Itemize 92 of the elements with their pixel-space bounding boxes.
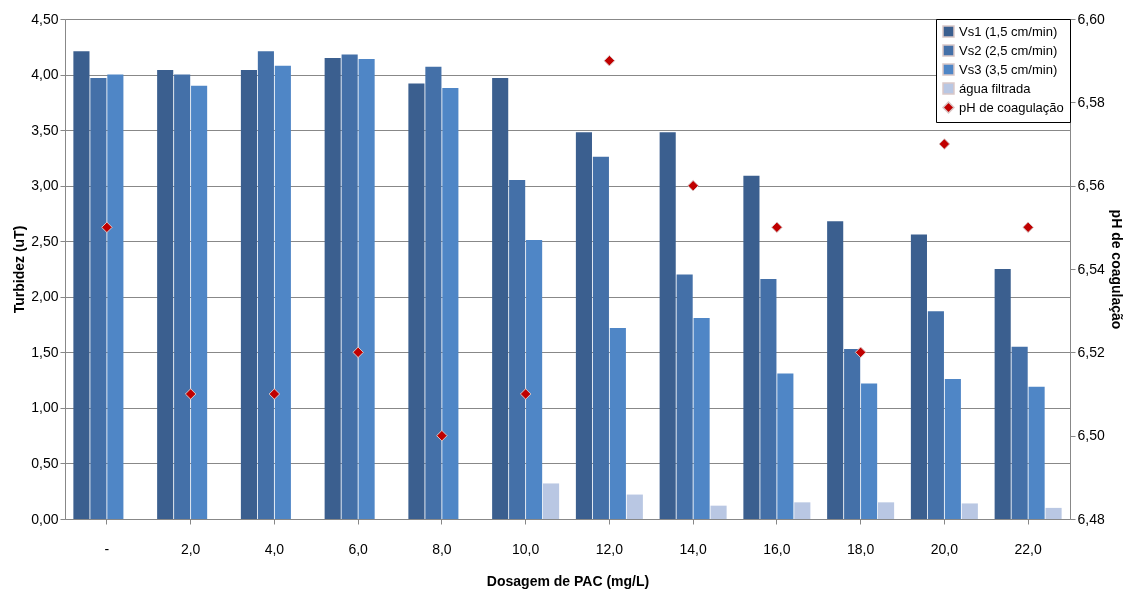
y-tick-label: 2,00 xyxy=(31,288,59,305)
bar xyxy=(592,156,609,519)
y-tick-label: 0,50 xyxy=(31,454,59,471)
bar xyxy=(693,317,710,519)
y2-tick-label: 6,50 xyxy=(1077,427,1105,444)
bar xyxy=(73,51,90,519)
point xyxy=(687,179,699,192)
bar xyxy=(927,311,944,519)
x-tick-label: 18,0 xyxy=(847,540,875,557)
bar xyxy=(961,503,978,519)
point xyxy=(352,346,364,359)
y2-tick-label: 6,58 xyxy=(1077,93,1105,110)
bar xyxy=(324,57,341,519)
point xyxy=(436,429,448,442)
bar xyxy=(107,74,124,519)
point xyxy=(771,221,783,234)
y-tick-label: 0,00 xyxy=(31,510,59,527)
x-tick-label: 8,0 xyxy=(432,540,452,557)
y2-tick-label: 6,48 xyxy=(1077,510,1105,527)
y-tick-label: 4,50 xyxy=(31,10,59,27)
x-tick-label: - xyxy=(104,540,110,557)
y2-tick-label: 6,54 xyxy=(1077,260,1105,277)
bar xyxy=(408,83,425,519)
point xyxy=(184,388,197,400)
legend-label: Vs2 (2,5 cm/min) xyxy=(959,42,1058,58)
y-tick-label: 1,50 xyxy=(31,343,59,360)
bar xyxy=(492,77,509,519)
bar xyxy=(509,180,526,519)
bar xyxy=(157,70,174,519)
legend-label: Vs3 (3,5 cm/min) xyxy=(959,61,1058,77)
bar xyxy=(442,87,459,519)
x-tick-label: 4,0 xyxy=(264,540,285,557)
y-tick-label: 1,00 xyxy=(31,399,59,416)
bar xyxy=(609,327,626,519)
bar xyxy=(659,132,676,519)
point xyxy=(519,388,532,400)
x-tick-label: 12,0 xyxy=(595,540,624,557)
bar xyxy=(844,349,861,519)
y2-tick-label: 6,52 xyxy=(1077,343,1105,360)
x-tick-label: 2,0 xyxy=(180,540,201,557)
point xyxy=(603,54,616,67)
legend-label: pH de coagulação xyxy=(959,99,1064,115)
legend-label: Vs1 (1,5 cm/min) xyxy=(959,23,1058,39)
bar xyxy=(358,59,375,519)
x-tick-label: 14,0 xyxy=(679,540,707,557)
y2-axis-title: pH de coagulação xyxy=(1108,209,1125,330)
y-axis-title: Turbidez (uT) xyxy=(11,225,28,314)
y-tick-label: 3,00 xyxy=(31,177,59,194)
bar xyxy=(861,383,878,519)
bar xyxy=(1028,386,1045,519)
bar xyxy=(575,132,592,519)
y-tick-label: 3,50 xyxy=(31,121,59,138)
x-tick-label: 16,0 xyxy=(763,540,791,557)
bar xyxy=(341,54,358,519)
y-tick-label: 4,00 xyxy=(31,66,59,83)
bar xyxy=(526,240,543,519)
bar xyxy=(425,66,442,519)
bar xyxy=(257,51,274,519)
bar xyxy=(626,494,643,519)
y2-tick-label: 6,60 xyxy=(1077,10,1105,27)
bar xyxy=(676,274,693,519)
bar xyxy=(760,279,777,519)
bar xyxy=(90,77,107,519)
bar xyxy=(543,483,560,519)
bar xyxy=(1045,507,1062,519)
y2-tick-label: 6,56 xyxy=(1077,177,1105,194)
bar xyxy=(910,234,927,519)
x-tick-label: 20,0 xyxy=(930,540,959,557)
bar xyxy=(827,221,844,519)
bar xyxy=(191,85,208,519)
y-tick-label: 2,50 xyxy=(31,232,59,249)
bar xyxy=(994,269,1011,519)
x-tick-label: 10,0 xyxy=(512,540,540,557)
bar xyxy=(743,175,760,519)
point xyxy=(1022,221,1034,234)
point xyxy=(268,388,281,400)
x-tick-label: 6,0 xyxy=(348,540,369,557)
x-axis-title: Dosagem de PAC (mg/L) xyxy=(486,572,650,589)
bar xyxy=(174,74,191,519)
bar xyxy=(274,65,291,519)
point xyxy=(854,346,867,359)
bar xyxy=(878,502,895,519)
bar xyxy=(777,373,794,519)
bar xyxy=(1011,346,1028,519)
legend-label: água filtrada xyxy=(959,80,1032,96)
bar xyxy=(240,70,257,519)
bar xyxy=(710,505,727,519)
point xyxy=(101,221,113,234)
bar xyxy=(944,379,961,519)
point xyxy=(938,138,951,150)
x-tick-label: 22,0 xyxy=(1014,540,1042,557)
bar xyxy=(794,502,811,519)
